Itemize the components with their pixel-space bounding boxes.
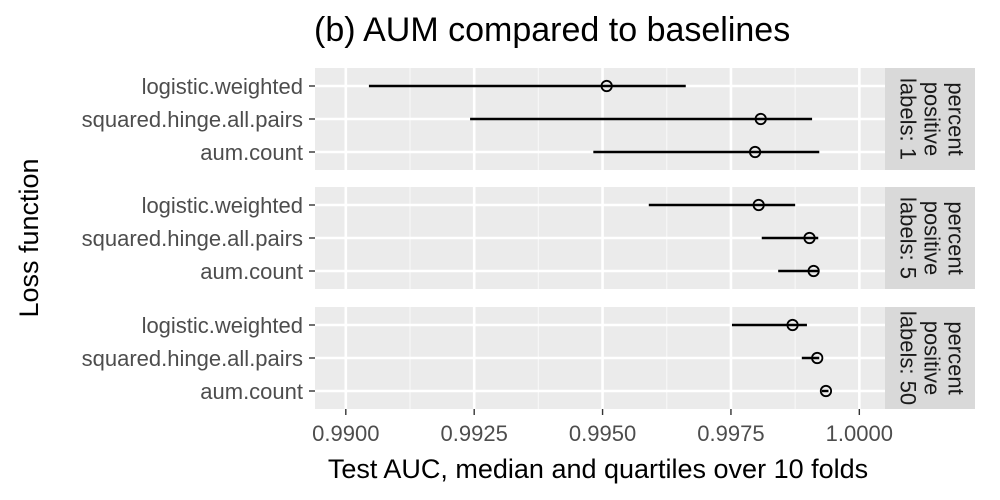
y-tick-label: aum.count [200,140,303,165]
median-point [811,351,824,365]
facet-strip-label-line: percent [943,82,968,155]
y-axis-title: Loss function [14,158,44,317]
median-point [786,318,799,332]
y-tick-label: squared.hinge.all.pairs [82,346,303,371]
facet-strip-label-line: positive [919,82,944,157]
y-tick-label: squared.hinge.all.pairs [82,226,303,251]
median-point [754,112,767,126]
facet-strip-label: percentpositivelabels: 1 [895,78,968,160]
median-point [600,79,613,93]
facet-strip-label-line: labels: 1 [895,78,920,160]
median-point [748,145,762,159]
panel: logistic.weighted squared.hinge.all.pairs… [82,307,975,409]
x-tick-label: 0.9900 [312,421,379,446]
y-tick-label: aum.count [200,379,303,404]
median-point [807,264,820,278]
facet-strip-label-line: labels: 5 [895,197,920,279]
y-tick-label: logistic.weighted [142,313,303,338]
x-tick-label: 0.9925 [441,421,508,446]
facet-strip [885,187,975,289]
median-point [819,384,833,398]
x-tick-label: 1.0000 [826,421,893,446]
y-tick-label: logistic.weighted [142,193,303,218]
x-axis: 0.9900 0.9925 0.9950 0.9975 1.0000 [312,409,893,446]
panel: logistic.weighted squared.hinge.all.pairs… [82,68,975,170]
chart-panels: logistic.weighted squared.hinge.all.pairs… [82,68,975,409]
facet-strip-label-line: positive [919,321,944,396]
facet-strip-label-line: percent [943,201,968,274]
chart-title: (b) AUM compared to baselines [314,11,790,49]
facet-strip-label: percentpositivelabels: 50 [895,311,968,405]
median-point [752,198,765,212]
y-tick-label: logistic.weighted [142,74,303,99]
x-axis-title: Test AUC, median and quartiles over 10 f… [328,454,868,484]
facet-strip-label: percentpositivelabels: 5 [895,197,968,279]
y-tick-label: aum.count [200,259,303,284]
y-tick-label: squared.hinge.all.pairs [82,107,303,132]
facet-strip-label-line: labels: 50 [895,311,920,405]
x-tick-label: 0.9975 [697,421,764,446]
x-tick-label: 0.9950 [569,421,636,446]
facet-strip [885,68,975,170]
median-point [803,231,816,245]
facet-strip-label-line: percent [943,321,968,394]
panel: logistic.weighted squared.hinge.all.pairs… [82,187,975,289]
facet-strip [885,307,975,409]
facet-strip-label-line: positive [919,201,944,276]
